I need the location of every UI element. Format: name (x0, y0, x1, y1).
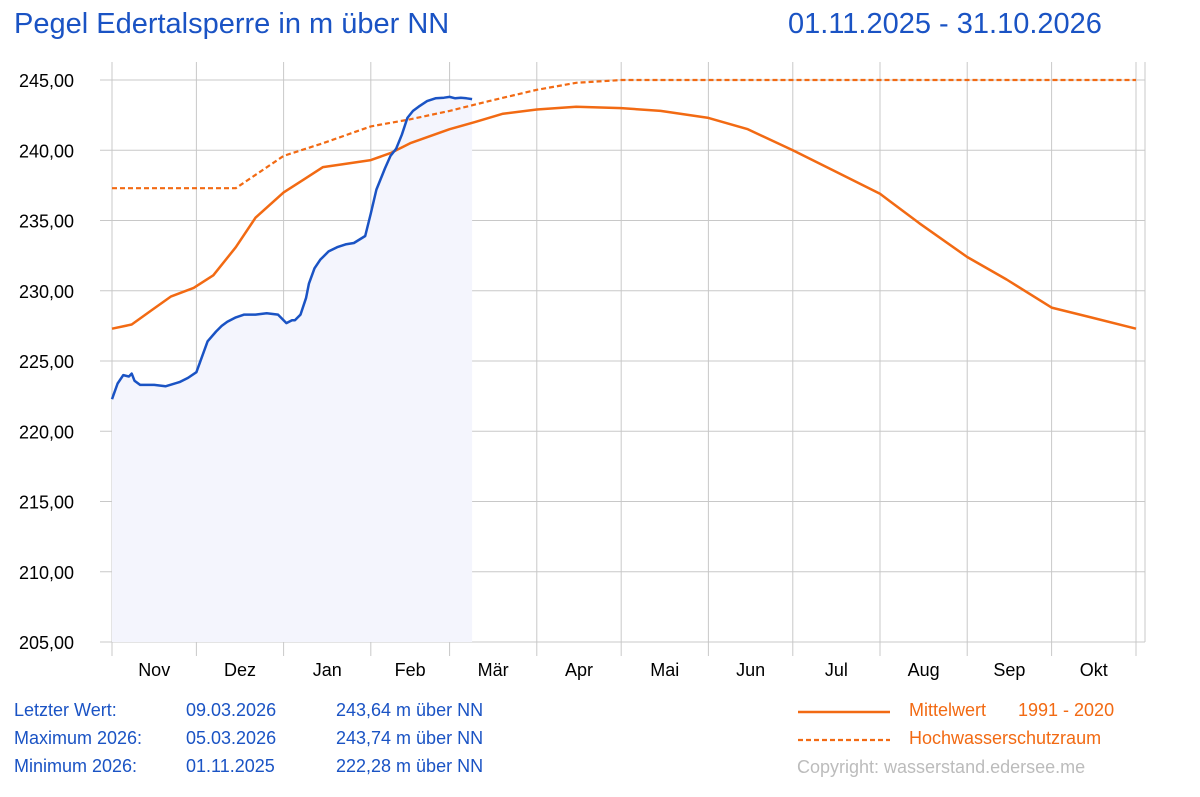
y-tick-label: 235,00 (19, 212, 74, 232)
stat-label: Letzter Wert: (14, 700, 117, 720)
y-tick-label: 215,00 (19, 493, 74, 513)
copyright: Copyright: wasserstand.edersee.me (797, 757, 1086, 777)
current-area (112, 96, 473, 642)
x-tick-label: Mai (650, 660, 679, 680)
chart-period: 01.11.2025 - 31.10.2026 (788, 8, 1102, 40)
stat-value: 222,28 m über NN (336, 756, 484, 776)
legend-item-mean: Mittelwert 1991 - 2020 (796, 700, 1176, 728)
series-line-flood (112, 78, 1136, 190)
stat-date: 09.03.2026 (186, 700, 277, 720)
y-tick-label: 245,00 (19, 71, 74, 91)
x-tick-label: Dez (224, 660, 256, 680)
x-tick-label: Aug (908, 660, 940, 680)
x-tick-label: Jan (313, 660, 342, 680)
stat-date: 01.11.2025 (186, 756, 275, 776)
x-tick-label: Apr (565, 660, 593, 680)
x-tick-label: Sep (993, 660, 1025, 680)
stat-label: Maximum 2026: (14, 728, 143, 748)
legend-item-flood: Hochwasserschutzraum (796, 728, 1176, 756)
y-tick-label: 220,00 (19, 422, 74, 442)
series-line-current (110, 95, 473, 400)
x-tick-label: Jul (825, 660, 848, 680)
legend-years: 1991 - 2020 (1018, 700, 1115, 720)
y-tick-label: 240,00 (19, 141, 74, 161)
y-tick-label: 225,00 (19, 352, 74, 372)
stat-value: 243,74 m über NN (336, 728, 484, 748)
x-tick-label: Mär (478, 660, 509, 680)
y-tick-label: 210,00 (19, 563, 74, 583)
x-tick-label: Feb (395, 660, 426, 680)
stat-value: 243,64 m über NN (336, 700, 484, 720)
chart-title: Pegel Edertalsperre in m über NN (14, 8, 450, 40)
legend-label-flood: Hochwasserschutzraum (909, 728, 1102, 748)
y-tick-label: 205,00 (19, 633, 74, 653)
series-line-mean (111, 105, 1137, 330)
stat-date: 05.03.2026 (186, 728, 277, 748)
legend-label-mean: Mittelwert (909, 700, 987, 720)
legend: Mittelwert 1991 - 2020 Hochwasserschutzr… (796, 700, 1176, 756)
x-tick-label: Nov (138, 660, 170, 680)
x-tick-label: Jun (736, 660, 765, 680)
stat-label: Minimum 2026: (14, 756, 138, 776)
legend-swatch-solid (798, 710, 890, 714)
legend-swatch-dashed (798, 738, 890, 742)
y-tick-label: 230,00 (19, 282, 74, 302)
x-tick-label: Okt (1080, 660, 1108, 680)
